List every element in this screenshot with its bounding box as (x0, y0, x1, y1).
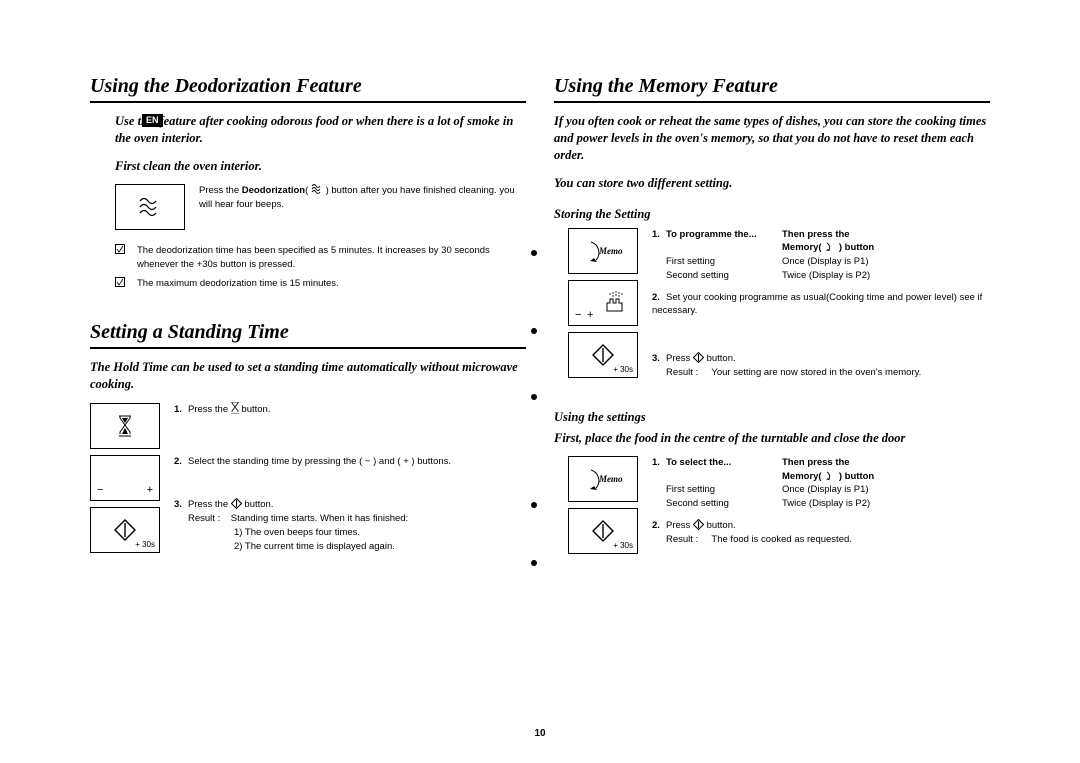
microwave-icon (603, 291, 633, 315)
panel-memory: Memory (568, 228, 638, 274)
wave-icon (139, 197, 161, 217)
txt: Press the (199, 185, 242, 196)
heading-standing: Setting a Standing Time (90, 321, 526, 349)
minus-icon: − (97, 484, 103, 496)
panel-memory: Memory (568, 456, 638, 502)
note-marker (115, 277, 127, 291)
deodor-panel-icon (115, 184, 185, 230)
hourglass-icon (231, 402, 239, 414)
storing-heading: Storing the Setting (554, 207, 990, 222)
using-heading: Using the settings (554, 410, 990, 425)
deodor-step: Press the Deodorization( ) button after … (115, 184, 526, 230)
plus30-label: + 30s (613, 365, 633, 374)
page-number: 10 (0, 728, 1080, 739)
start-diamond-icon (693, 352, 704, 363)
start-diamond-icon (114, 519, 136, 541)
left-column: Using the Deodorization Feature Use this… (90, 75, 526, 733)
memory-icon: Memory (583, 238, 623, 264)
standing-text: 1.Press the button. 2.Select the standin… (174, 403, 526, 554)
deodor-sub: First clean the oven interior. (115, 159, 526, 174)
panel-start: + 30s (568, 508, 638, 554)
standing-steps: − + + 30s 1.Press the button. 2.Select t… (90, 403, 526, 554)
deodor-intro: Use this feature after cooking odorous f… (115, 113, 526, 147)
using-intro: First, place the food in the centre of t… (554, 431, 990, 446)
note-text: The maximum deodorization time is 15 min… (137, 277, 339, 291)
plus-icon: + (147, 484, 153, 496)
note-square-icon (115, 244, 125, 254)
deodor-note1: The deodorization time has been specifie… (115, 244, 526, 272)
start-diamond-icon (231, 498, 242, 509)
memory-sub: You can store two different setting. (554, 176, 990, 191)
svg-text:Memory: Memory (598, 246, 623, 256)
using-text: 1.To select the...Then press the Memory(… (652, 456, 990, 554)
panel-start: + 30s (90, 507, 160, 553)
storing-steps: Memory − + + 30s (554, 228, 990, 380)
start-diamond-icon (592, 520, 614, 542)
start-diamond-icon (693, 519, 704, 530)
start-diamond-icon (592, 344, 614, 366)
heading-memory: Using the Memory Feature (554, 75, 990, 103)
panel-plusminus: − + (90, 455, 160, 501)
right-column: Using the Memory Feature If you often co… (554, 75, 990, 733)
memory-intro: If you often cook or reheat the same typ… (554, 113, 990, 164)
svg-text:Memory: Memory (598, 474, 623, 484)
plus30-label: + 30s (613, 541, 633, 550)
plus30-label: + 30s (135, 540, 155, 549)
note-square-icon (115, 277, 125, 287)
panel-hourglass (90, 403, 160, 449)
heading-deodorization: Using the Deodorization Feature (90, 75, 526, 103)
deodor-step-text: Press the Deodorization( ) button after … (199, 184, 526, 212)
note-marker (115, 244, 127, 272)
note-text: The deodorization time has been specifie… (137, 244, 526, 272)
wave-icon (311, 184, 323, 194)
memory-small-icon (824, 471, 836, 480)
manual-page: EN Using the Deodorization Feature Use t… (0, 0, 1080, 763)
language-tag: EN (142, 114, 163, 127)
panel-start: + 30s (568, 332, 638, 378)
deodor-note2: The maximum deodorization time is 15 min… (115, 277, 526, 291)
using-steps: Memory + 30s 1.To select the...Then pres… (554, 456, 990, 554)
memory-small-icon (824, 242, 836, 251)
memory-icon: Memory (583, 466, 623, 492)
minus-icon: − (575, 309, 581, 321)
hourglass-icon (118, 415, 132, 437)
standing-intro: The Hold Time can be used to set a stand… (90, 359, 526, 393)
panel-microwave: − + (568, 280, 638, 326)
txt-bold: Deodorization (242, 185, 305, 196)
storing-text: 1.To programme the...Then press the Memo… (652, 228, 990, 380)
plus-icon: + (587, 309, 593, 321)
